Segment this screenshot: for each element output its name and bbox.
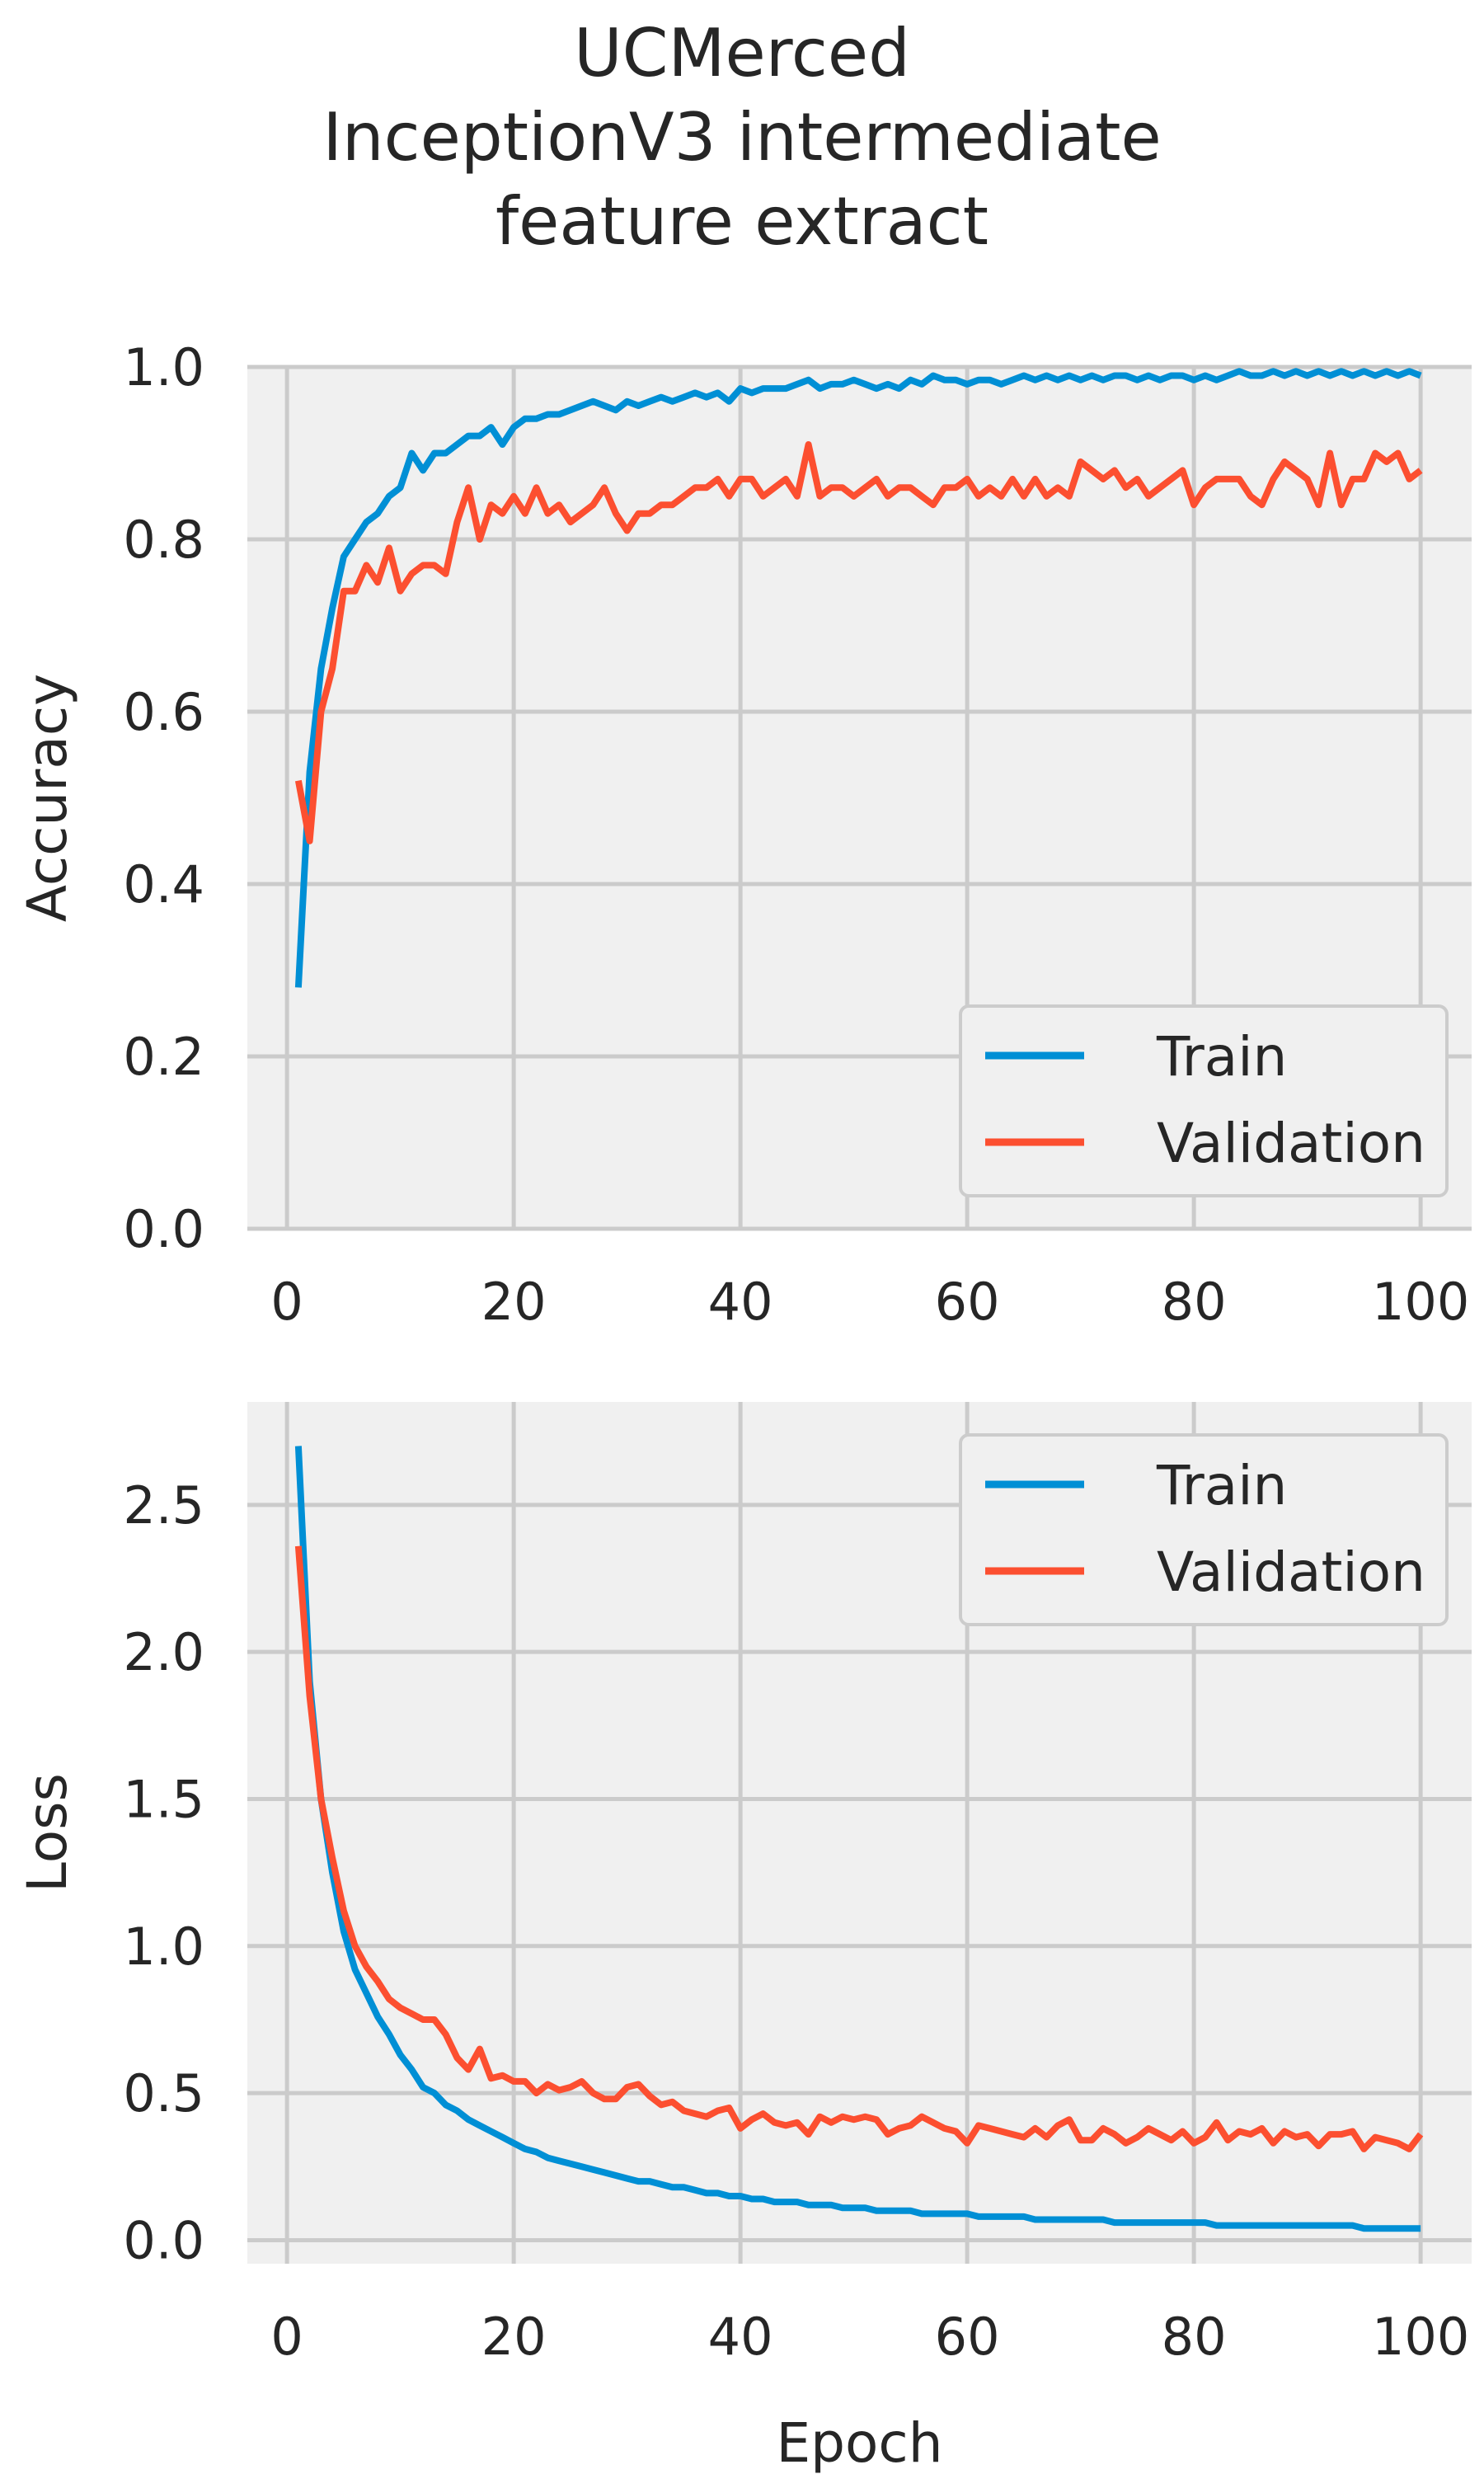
loss-ytick-label: 1.0: [123, 1917, 204, 1977]
figure-title-line-3: feature extract: [495, 183, 989, 260]
loss-ylabel: Loss: [16, 1773, 79, 1893]
loss-ytick-label: 0.0: [123, 2210, 204, 2270]
accuracy-ytick-label: 0.6: [123, 682, 204, 742]
accuracy-legend-label-train: Train: [1156, 1025, 1287, 1089]
loss-legend: Train Validation: [959, 1433, 1449, 1626]
loss-series-validation-line: [294, 1545, 1424, 2152]
loss-chart: 0.0 0.5 1.0 1.5 2.0 2.5 0 20 40 60 80 100 Loss Epoch T…: [16, 1402, 1472, 2474]
accuracy-chart: 0.0 0.2 0.4 0.6 0.8 1.0 0 20 40 60 80 100 Accuracy Tr…: [16, 337, 1472, 1332]
loss-xtick-label: 40: [708, 2307, 773, 2367]
accuracy-xtick-label: 60: [935, 1272, 1000, 1332]
accuracy-series-validation-line: [294, 441, 1423, 844]
loss-xtick-label: 60: [935, 2307, 1000, 2367]
accuracy-ytick-label: 0.2: [123, 1027, 204, 1087]
loss-xtick-label: 80: [1162, 2307, 1227, 2367]
loss-ytick-label: 2.5: [123, 1475, 204, 1536]
loss-series-train-line: [294, 1446, 1421, 2232]
loss-xlabel: Epoch: [776, 2411, 942, 2474]
accuracy-ytick-label: 0.0: [123, 1199, 204, 1259]
accuracy-xtick-label: 80: [1162, 1272, 1227, 1332]
accuracy-ylabel: Accuracy: [16, 674, 79, 922]
loss-ytick-label: 2.0: [123, 1622, 204, 1682]
figure-title-line-1: UCMerced: [574, 15, 910, 92]
accuracy-legend-label-validation: Validation: [1157, 1112, 1425, 1175]
loss-xtick-label: 100: [1372, 2307, 1469, 2367]
accuracy-xtick-label: 20: [481, 1272, 547, 1332]
accuracy-ytick-label: 1.0: [123, 337, 204, 397]
accuracy-xtick-label: 100: [1372, 1272, 1469, 1332]
loss-legend-label-validation: Validation: [1157, 1540, 1425, 1604]
accuracy-series-train-line: [294, 368, 1422, 988]
accuracy-ytick-label: 0.4: [123, 854, 204, 915]
figure-title-line-2: InceptionV3 intermediate: [322, 99, 1161, 176]
loss-xtick-label: 0: [270, 2307, 303, 2367]
accuracy-xtick-label: 40: [708, 1272, 773, 1332]
loss-xtick-label: 20: [481, 2307, 547, 2367]
loss-ytick-label: 0.5: [123, 2063, 204, 2124]
accuracy-legend: Train Validation: [959, 1004, 1449, 1197]
accuracy-xtick-label: 0: [270, 1272, 303, 1332]
loss-ytick-label: 1.5: [123, 1769, 204, 1829]
accuracy-ytick-label: 0.8: [123, 510, 204, 570]
loss-legend-label-train: Train: [1156, 1454, 1287, 1517]
